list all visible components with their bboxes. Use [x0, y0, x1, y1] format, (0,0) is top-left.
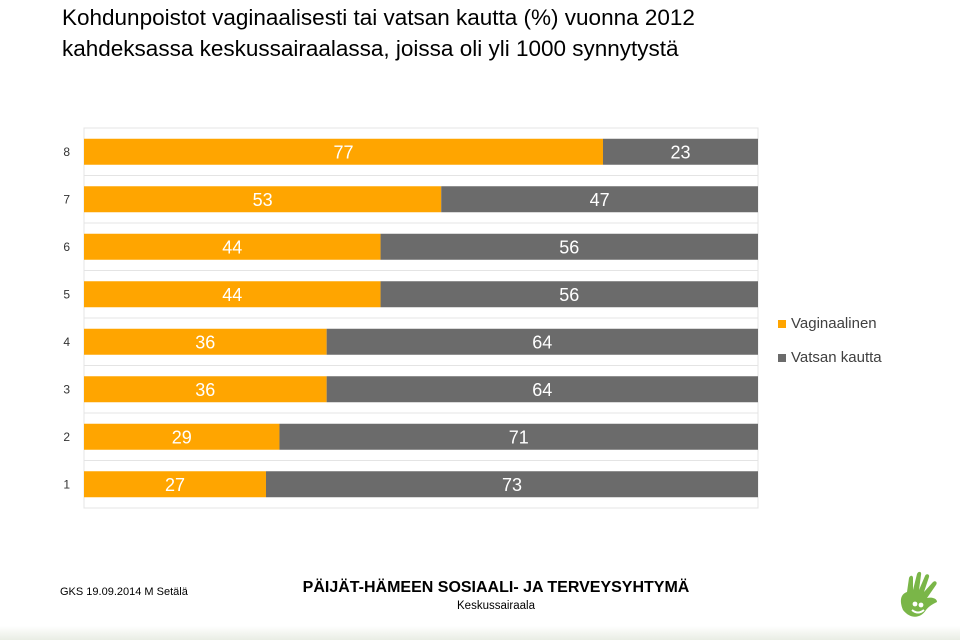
bar-vaginaalinen [84, 471, 266, 498]
data-label: 27 [165, 475, 185, 495]
bar-vaginaalinen [84, 186, 442, 213]
footer-unit-name: Keskussairaala [457, 600, 535, 612]
bar-vatsan-kautta [326, 376, 758, 403]
data-label: 29 [172, 427, 192, 447]
bar-vatsan-kautta [602, 138, 758, 165]
category-tick-label: 3 [63, 382, 70, 396]
footer-organization: PÄIJÄT-HÄMEEN SOSIAALI- JA TERVEYSYHTYMÄ… [270, 578, 722, 614]
bar-vatsan-kautta [441, 186, 758, 213]
category-tick-label: 1 [63, 477, 70, 491]
category-tick-label: 6 [63, 240, 70, 254]
category-tick-label: 8 [63, 145, 70, 159]
data-label: 47 [590, 190, 610, 210]
bar-vaginaalinen [84, 376, 327, 403]
chart-title: Kohdunpoistot vaginaalisesti tai vatsan … [62, 2, 695, 64]
bar-vaginaalinen [84, 138, 603, 165]
legend-swatch [778, 320, 786, 328]
data-label: 23 [670, 142, 690, 162]
category-tick-label: 4 [63, 335, 70, 349]
handprint-logo-icon [900, 571, 937, 617]
bar-vaginaalinen [84, 423, 280, 450]
footer-band [0, 626, 960, 640]
bar-vaginaalinen [84, 233, 381, 260]
bar-vatsan-kautta [380, 281, 758, 308]
bar-vatsan-kautta [380, 233, 758, 260]
bar-vaginaalinen [84, 281, 381, 308]
data-label: 53 [253, 190, 273, 210]
data-label: 44 [222, 237, 242, 257]
category-tick-label: 2 [63, 430, 70, 444]
data-label: 64 [532, 380, 552, 400]
data-label: 73 [502, 475, 522, 495]
footer-credit: GKS 19.09.2014 M Setälä [60, 586, 188, 598]
category-tick-label: 5 [63, 287, 70, 301]
legend-label: Vaginaalinen [791, 315, 877, 332]
data-label: 36 [195, 380, 215, 400]
bar-vatsan-kautta [279, 423, 758, 450]
bar-vatsan-kautta [326, 328, 758, 355]
data-label: 56 [559, 285, 579, 305]
data-label: 44 [222, 285, 242, 305]
data-label: 64 [532, 332, 552, 352]
legend-label: Vatsan kautta [791, 349, 882, 366]
legend-swatch [778, 354, 786, 362]
bar-vaginaalinen [84, 328, 327, 355]
chart-title-line-1: Kohdunpoistot vaginaalisesti tai vatsan … [62, 5, 695, 30]
chart-title-line-2: kahdeksassa keskussairaalassa, joissa ol… [62, 36, 679, 61]
category-tick-label: 7 [63, 192, 70, 206]
data-label: 56 [559, 237, 579, 257]
data-label: 77 [333, 142, 353, 162]
data-label: 71 [509, 427, 529, 447]
footer-org-name: PÄIJÄT-HÄMEEN SOSIAALI- JA TERVEYSYHTYMÄ [302, 579, 690, 596]
bar-vatsan-kautta [265, 471, 758, 498]
data-label: 36 [195, 332, 215, 352]
